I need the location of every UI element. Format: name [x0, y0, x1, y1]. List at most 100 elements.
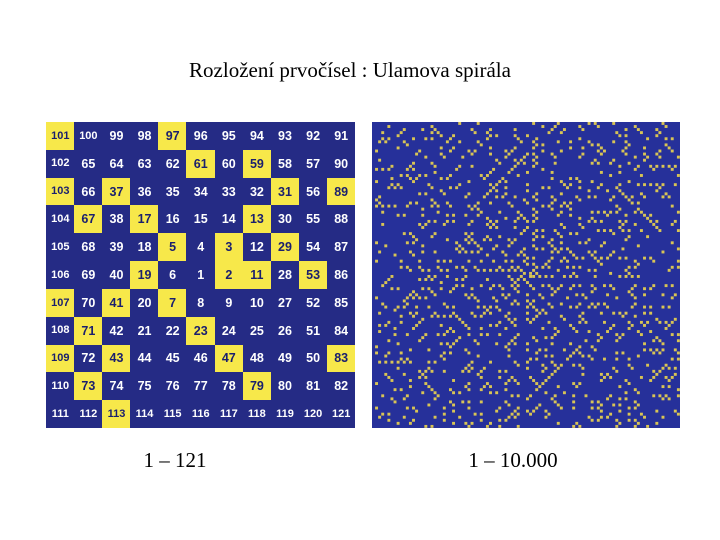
prime-dot — [633, 284, 637, 288]
prime-dot — [624, 128, 628, 132]
prime-dot — [464, 250, 468, 254]
prime-dot — [581, 146, 585, 150]
prime-dot — [399, 320, 403, 324]
prime-dot — [408, 360, 412, 364]
prime-dot — [559, 204, 563, 208]
spiral-cell: 100 — [74, 122, 103, 151]
prime-dot — [673, 219, 677, 223]
prime-dot — [658, 320, 662, 324]
prime-dot — [633, 265, 637, 269]
prime-dot — [544, 391, 548, 395]
prime-dot — [510, 241, 514, 245]
prime-dot — [615, 210, 619, 214]
prime-dot — [402, 397, 406, 401]
prime-dot — [630, 305, 634, 309]
prime-dot — [587, 415, 591, 419]
prime-dot — [652, 394, 656, 398]
prime-dot — [439, 354, 443, 358]
prime-dot — [458, 336, 462, 340]
spiral-cell: 104 — [46, 205, 75, 234]
prime-dot — [467, 388, 471, 392]
prime-dot — [581, 354, 585, 358]
prime-dot — [393, 186, 397, 190]
prime-dot — [553, 333, 557, 337]
prime-dot — [504, 314, 508, 318]
prime-dot — [572, 406, 576, 410]
spiral-cell: 102 — [46, 149, 75, 179]
prime-dot — [590, 290, 594, 294]
prime-dot — [455, 265, 459, 269]
prime-dot — [618, 183, 622, 187]
prime-dot — [535, 161, 539, 165]
spiral-cell: 120 — [298, 400, 328, 429]
prime-dot — [504, 192, 508, 196]
prime-dot — [495, 299, 499, 303]
prime-dot — [618, 275, 622, 278]
spiral-cell: 23 — [186, 316, 216, 346]
spiral-cell: 62 — [158, 149, 187, 179]
prime-dot — [615, 351, 619, 355]
prime-dot — [442, 155, 446, 159]
spiral-cell: 78 — [214, 372, 244, 401]
prime-dot — [553, 161, 557, 165]
prime-dot — [562, 256, 566, 260]
prime-dot — [584, 320, 588, 324]
prime-dot — [578, 216, 582, 220]
prime-dot — [473, 204, 477, 208]
prime-dot — [418, 369, 422, 373]
prime-dot — [510, 412, 514, 416]
prime-dot — [458, 391, 462, 395]
prime-dot — [572, 265, 576, 269]
prime-dot — [519, 140, 523, 144]
prime-dot — [415, 311, 419, 315]
prime-dot — [667, 146, 671, 150]
prime-dot — [649, 305, 653, 309]
prime-dot — [415, 177, 419, 180]
prime-dot — [387, 204, 391, 208]
prime-dot — [390, 177, 394, 180]
prime-dot — [599, 183, 603, 187]
prime-dot — [676, 210, 680, 214]
prime-dot — [612, 287, 616, 291]
prime-dot — [615, 204, 619, 208]
prime-dot — [550, 293, 554, 297]
prime-dot — [412, 137, 415, 141]
prime-dot — [470, 238, 474, 242]
prime-dot — [439, 342, 443, 346]
spiral-cell: 27 — [270, 288, 300, 318]
prime-dot — [492, 186, 496, 190]
prime-dot — [529, 320, 533, 324]
prime-dot — [482, 238, 486, 242]
prime-dot — [590, 406, 594, 410]
prime-dot — [633, 222, 637, 226]
prime-dot — [424, 222, 428, 226]
prime-dot — [378, 415, 382, 419]
prime-dot — [596, 302, 600, 306]
spiral-cell: 2 — [214, 261, 244, 290]
caption-small-range: 1 – 121 — [143, 448, 207, 472]
prime-dot — [526, 409, 529, 413]
prime-dot — [670, 333, 674, 337]
prime-dot — [535, 137, 539, 141]
prime-dot — [643, 152, 646, 156]
prime-dot — [670, 167, 674, 171]
prime-dot — [544, 336, 548, 340]
prime-dot — [655, 336, 659, 340]
prime-dot — [566, 259, 569, 263]
spiral-cell: 49 — [270, 344, 300, 373]
prime-dot — [433, 250, 437, 254]
prime-dot — [639, 192, 643, 196]
page-title: Rozložení prvočísel : Ulamova spirála — [189, 58, 511, 82]
prime-dot — [544, 354, 548, 358]
prime-dot — [445, 268, 449, 272]
prime-dot — [439, 189, 443, 193]
prime-dot — [522, 216, 526, 220]
prime-dot — [375, 345, 379, 349]
prime-dot — [603, 241, 606, 245]
prime-dot — [504, 259, 508, 263]
prime-dot — [532, 305, 536, 309]
prime-dot — [408, 268, 412, 272]
prime-dot — [501, 177, 505, 180]
prime-dot — [556, 421, 560, 425]
prime-dot — [547, 265, 551, 269]
